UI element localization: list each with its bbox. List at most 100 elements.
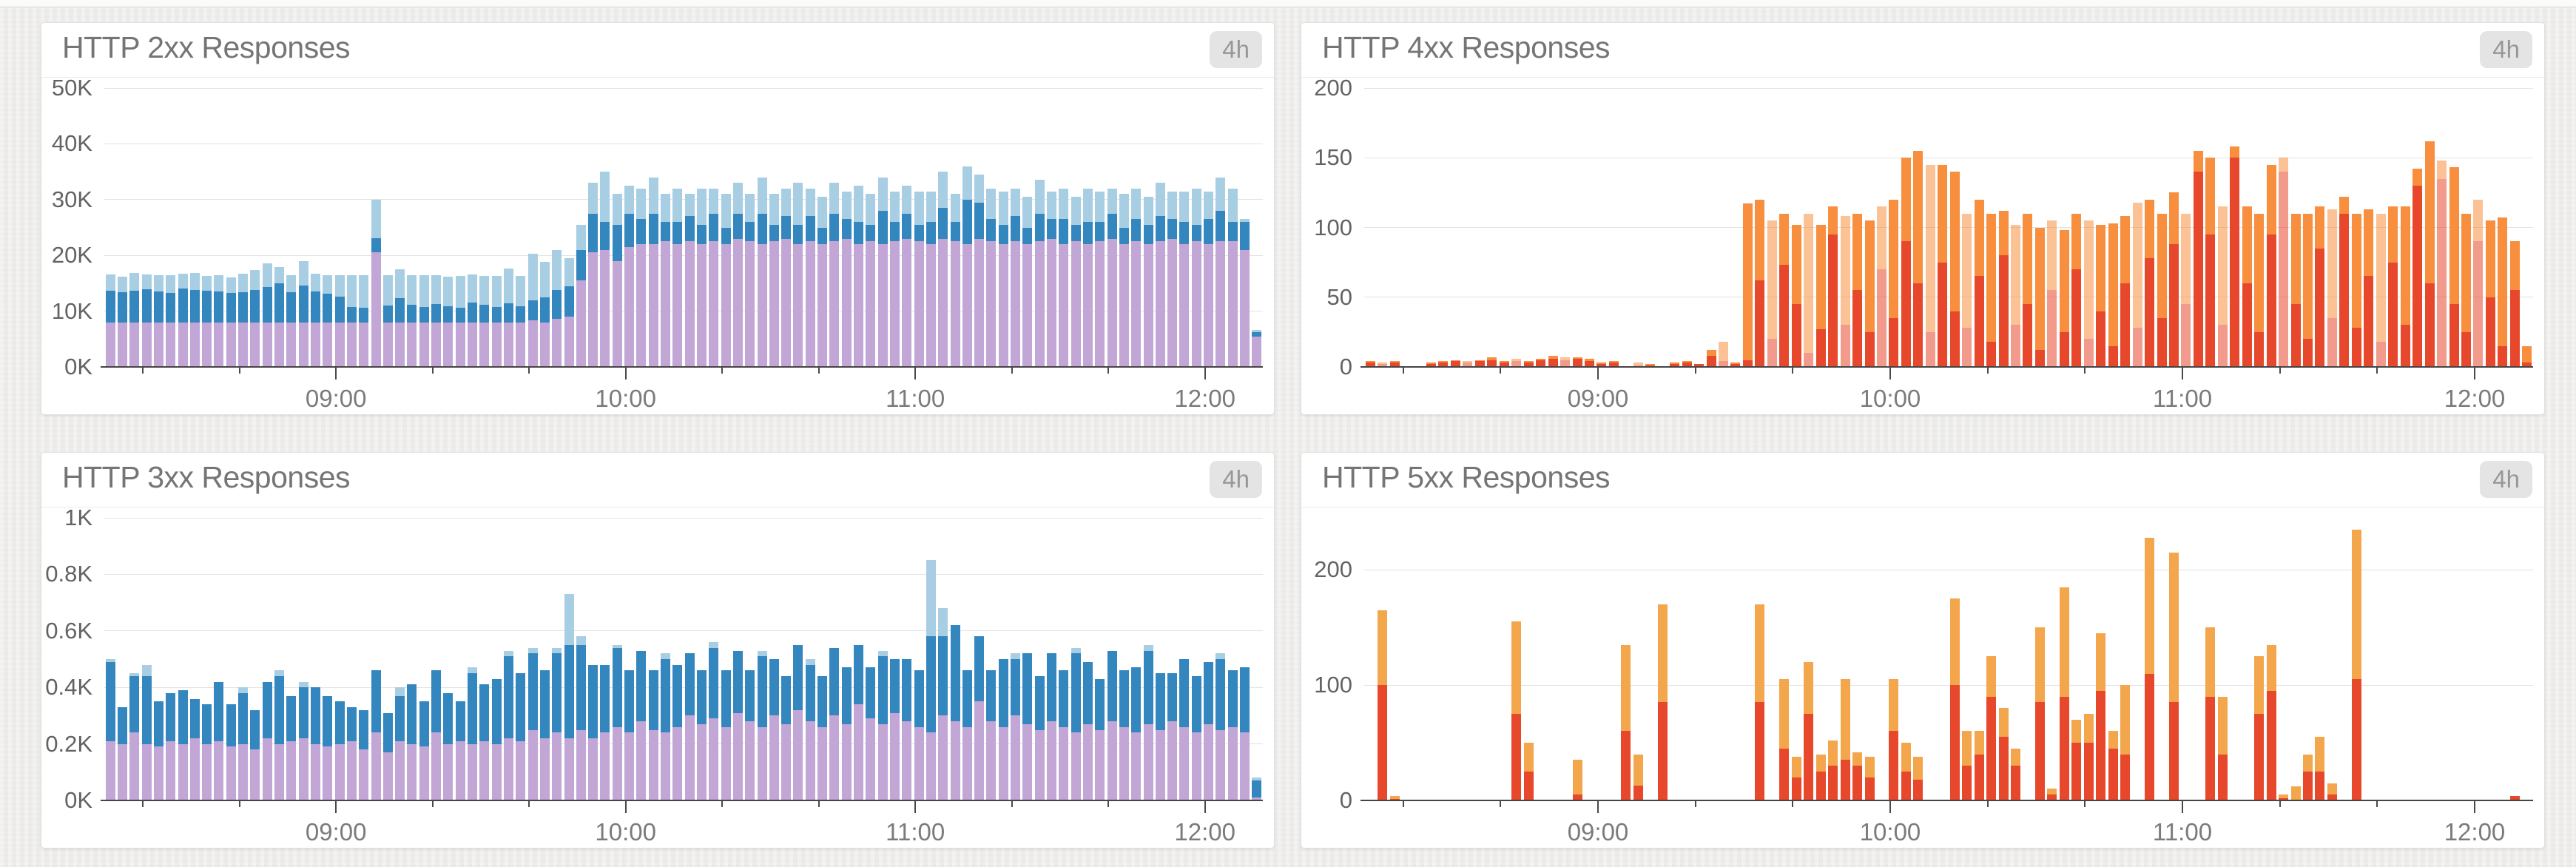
bar-segment-orange[interactable] [1474, 360, 1485, 362]
bar-segment-blue-mid[interactable] [1082, 221, 1093, 245]
bar-segment-blue-mid[interactable] [479, 305, 490, 323]
bar-segment-purple-base[interactable] [636, 244, 647, 367]
bar-segment-red[interactable] [1852, 766, 1863, 800]
bar-segment-purple-base[interactable] [1047, 721, 1057, 800]
bar-segment-red[interactable] [1719, 361, 1729, 367]
bar-segment-blue-mid[interactable] [395, 298, 405, 323]
bar-segment-purple-base[interactable] [1240, 732, 1250, 800]
bar-segment-purple-base[interactable] [286, 741, 297, 800]
bar-segment-purple-base[interactable] [1179, 726, 1190, 800]
bar-segment-purple-base[interactable] [648, 244, 658, 367]
bar-segment-orange[interactable] [2145, 199, 2155, 258]
bar-segment-purple-base[interactable] [238, 743, 249, 800]
bar-segment-orange[interactable] [1998, 210, 2009, 256]
bar-segment-purple-base[interactable] [588, 738, 599, 800]
bar-segment-blue-mid[interactable] [745, 221, 755, 242]
bar-segment-amber[interactable] [2145, 537, 2155, 674]
bar-segment-red[interactable] [1974, 754, 1984, 800]
bar-segment-blue-mid[interactable] [1059, 670, 1069, 727]
bar-segment-purple-base[interactable] [672, 726, 683, 800]
bar-segment-orange[interactable] [2413, 169, 2423, 186]
bar-segment-lightblue-top[interactable] [564, 594, 574, 645]
bar-segment-purple-base[interactable] [769, 715, 779, 800]
bar-segment-blue-mid[interactable] [588, 664, 599, 738]
bar-segment-purple-base[interactable] [455, 322, 465, 367]
bar-segment-lightblue-top[interactable] [105, 274, 115, 291]
bar-segment-amber[interactable] [2351, 529, 2361, 680]
bar-segment-orange[interactable] [2034, 227, 2045, 351]
bar-segment-orange[interactable] [2522, 345, 2532, 363]
bar-segment-red[interactable] [1682, 362, 1692, 367]
bar-segment-blue-mid[interactable] [793, 644, 803, 710]
bar-segment-orange[interactable] [1913, 150, 1923, 283]
bar-segment-purple-base[interactable] [648, 729, 658, 800]
bar-segment-orange[interactable] [2217, 206, 2228, 325]
bar-segment-purple-base[interactable] [793, 244, 803, 367]
bar-segment-purple-base[interactable] [359, 322, 369, 367]
bar-segment-orange[interactable] [1767, 220, 1777, 340]
bar-segment-blue-mid[interactable] [178, 690, 188, 744]
bar-segment-purple-base[interactable] [576, 729, 586, 800]
bar-segment-blue-mid[interactable] [274, 675, 285, 744]
bar-segment-red[interactable] [2449, 304, 2459, 367]
bar-segment-amber[interactable] [1621, 644, 1631, 732]
chart-plot[interactable]: 0 100 200 09:00 10:00 11:00 12:00 [1314, 518, 2533, 846]
bar-segment-purple-base[interactable] [468, 322, 478, 367]
bar-segment-blue-mid[interactable] [1167, 673, 1178, 722]
bar-segment-purple-base[interactable] [745, 241, 755, 367]
bar-segment-lightblue-top[interactable] [576, 636, 586, 645]
bar-segment-red[interactable] [2108, 748, 2118, 800]
bar-segment-purple-base[interactable] [141, 743, 152, 800]
bar-segment-red[interactable] [2096, 311, 2106, 367]
bar-segment-red[interactable] [1925, 331, 1935, 367]
bar-segment-lightblue-top[interactable] [648, 177, 658, 214]
bar-segment-purple-base[interactable] [503, 322, 513, 367]
bar-segment-red[interactable] [1755, 702, 1765, 800]
bar-segment-purple-base[interactable] [854, 704, 864, 800]
bar-segment-lightblue-top[interactable] [793, 183, 803, 225]
bar-segment-orange[interactable] [1852, 213, 1863, 291]
bar-segment-purple-base[interactable] [950, 241, 960, 367]
bar-segment-lightblue-top[interactable] [359, 275, 369, 308]
bar-segment-red[interactable] [1657, 702, 1668, 800]
bar-segment-lightblue-top[interactable] [732, 183, 743, 214]
bar-segment-lightblue-top[interactable] [178, 274, 188, 289]
bar-segment-lightblue-top[interactable] [166, 274, 176, 293]
bar-segment-red[interactable] [1998, 255, 2009, 367]
bar-segment-lightblue-top[interactable] [974, 174, 985, 203]
bar-segment-purple-base[interactable] [1022, 244, 1033, 367]
bar-segment-lightblue-top[interactable] [323, 274, 333, 294]
bar-segment-red[interactable] [1949, 685, 1960, 800]
bar-segment-orange[interactable] [2120, 216, 2131, 283]
bar-segment-purple-base[interactable] [757, 726, 767, 800]
bar-segment-amber[interactable] [2303, 754, 2313, 772]
bar-segment-purple-base[interactable] [503, 738, 513, 800]
bar-segment-purple-base[interactable] [166, 741, 176, 800]
bar-segment-red[interactable] [2120, 754, 2131, 800]
bar-segment-lightblue-top[interactable] [539, 262, 550, 297]
bar-segment-amber[interactable] [1974, 731, 1984, 755]
bar-segment-blue-mid[interactable] [479, 684, 490, 741]
bar-segment-blue-mid[interactable] [431, 303, 442, 323]
bar-segment-purple-base[interactable] [1070, 732, 1081, 800]
bar-segment-purple-base[interactable] [346, 741, 357, 800]
bar-segment-red[interactable] [2315, 248, 2325, 367]
bar-segment-lightblue-top[interactable] [395, 269, 405, 299]
bar-segment-purple-base[interactable] [238, 322, 249, 367]
bar-segment-lightblue-top[interactable] [612, 644, 622, 648]
bar-segment-red[interactable] [1621, 731, 1631, 800]
bar-segment-amber[interactable] [1986, 656, 1997, 697]
bar-segment-purple-base[interactable] [189, 738, 200, 800]
bar-segment-blue-mid[interactable] [974, 636, 985, 702]
bar-segment-blue-mid[interactable] [141, 675, 152, 744]
bar-segment-purple-base[interactable] [250, 749, 260, 800]
bar-segment-amber[interactable] [1864, 756, 1875, 777]
bar-segment-lightblue-top[interactable] [1095, 191, 1105, 222]
bar-segment-purple-base[interactable] [866, 718, 876, 800]
bar-segment-lightblue-top[interactable] [552, 249, 562, 290]
bar-segment-lightblue-top[interactable] [443, 276, 454, 306]
bar-segment-blue-mid[interactable] [721, 670, 731, 727]
bar-segment-red[interactable] [1962, 328, 1972, 367]
bar-segment-red[interactable] [2181, 304, 2191, 367]
bar-segment-red[interactable] [1633, 785, 1643, 800]
